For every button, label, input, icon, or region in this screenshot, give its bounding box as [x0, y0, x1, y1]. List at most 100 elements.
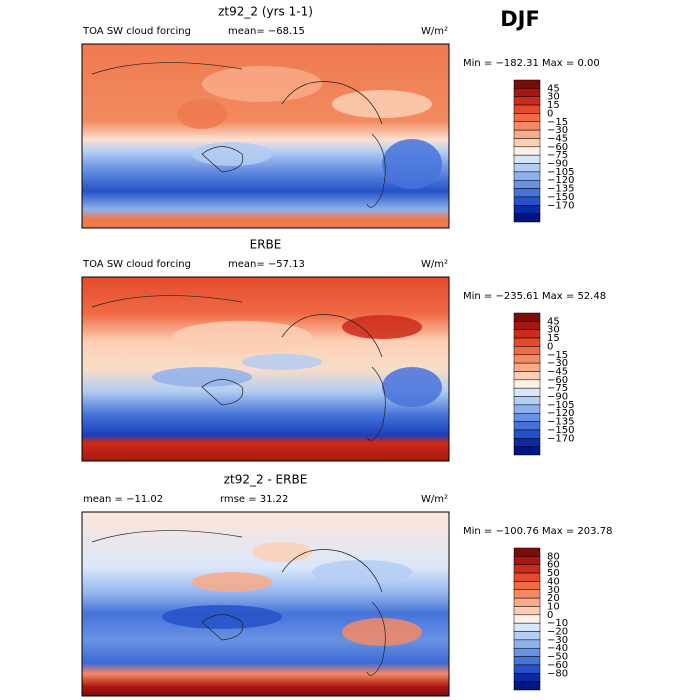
map-frame [81, 511, 450, 697]
colorbar-box [513, 329, 541, 339]
map-feature [332, 90, 432, 118]
colorbar-box [513, 664, 541, 674]
map-feature [342, 618, 422, 646]
min-max: Min = −100.76 Max = 203.78 [463, 526, 612, 537]
colorbar-box [513, 205, 541, 214]
colorbar-box [513, 429, 541, 439]
colorbar-label: −30 [547, 125, 568, 136]
colorbar-label: −45 [547, 133, 568, 144]
map-frame [81, 276, 450, 462]
colorbar-box [513, 396, 541, 406]
colorbar-box [513, 581, 541, 591]
colorbar-label: −45 [547, 366, 568, 377]
colorbar-box [513, 371, 541, 381]
panel-stat: mean= −57.13 [228, 259, 305, 270]
colorbar-box [513, 589, 541, 599]
colorbar-label: −80 [547, 668, 568, 679]
coastline [91, 530, 386, 676]
min-max: Min = −182.31 Max = 0.00 [463, 58, 600, 69]
colorbar-box [513, 379, 541, 389]
colorbar-label: 30 [547, 325, 560, 336]
panel-title: ERBE [250, 238, 282, 252]
colorbar-box [513, 614, 541, 624]
map-feature [202, 66, 322, 102]
colorbar-box [513, 113, 541, 123]
colorbar-label: −30 [547, 635, 568, 646]
colorbar-label: −20 [547, 627, 568, 638]
colorbar-label: −120 [547, 408, 574, 419]
colorbar-label: −60 [547, 375, 568, 386]
colorbar-label: 80 [547, 551, 560, 562]
map-frame [81, 43, 450, 229]
colorbar-label: −170 [547, 433, 574, 444]
map-feature [242, 354, 322, 370]
colorbar-box [513, 88, 541, 97]
colorbar-box [513, 639, 541, 649]
colorbar-label: −105 [547, 167, 574, 178]
colorbar-box [513, 412, 541, 422]
colorbar-box [513, 438, 541, 447]
colorbar-box [513, 337, 541, 347]
colorbar-label: −75 [547, 150, 568, 161]
season-title: DJF [500, 7, 540, 31]
colorbar-label: −120 [547, 175, 574, 186]
colorbar-box [513, 647, 541, 657]
colorbar-box [513, 104, 541, 114]
colorbar-box [513, 146, 541, 156]
map-feature [192, 572, 272, 592]
map-feature [177, 99, 227, 129]
map-feature [312, 560, 412, 584]
colorbar-label: −15 [547, 350, 568, 361]
units: W/m² [421, 26, 448, 37]
colorbar-label: −60 [547, 142, 568, 153]
map-feature [342, 315, 422, 339]
colorbar-box [513, 213, 541, 223]
colorbar-box [513, 163, 541, 173]
colorbar-box [513, 681, 541, 691]
colorbar-box [513, 597, 541, 607]
colorbar-box [513, 404, 541, 414]
colorbar-box [513, 446, 541, 456]
coastline [91, 62, 386, 208]
colorbar-box [513, 79, 541, 89]
colorbar-label: −105 [547, 400, 574, 411]
colorbar-box [513, 96, 541, 106]
colorbar-label: −60 [547, 660, 568, 671]
panel-label: TOA SW cloud forcing [82, 26, 191, 37]
colorbar-box [513, 179, 541, 189]
colorbar-label: 0 [547, 341, 553, 352]
colorbar-label: −170 [547, 200, 574, 211]
colorbar-box [513, 171, 541, 181]
colorbar-label: 40 [547, 576, 560, 587]
colorbar-label: −150 [547, 425, 574, 436]
colorbar-box [513, 121, 541, 131]
colorbar-label: −135 [547, 417, 574, 428]
colorbar-label: −90 [547, 392, 568, 403]
colorbar-label: 0 [547, 610, 553, 621]
colorbar-box [513, 564, 541, 574]
colorbar-label: 60 [547, 560, 560, 571]
colorbar-box [513, 622, 541, 632]
colorbar-label: −150 [547, 192, 574, 203]
colorbar-box [513, 572, 541, 582]
map-feature [382, 367, 442, 407]
colorbar-label: 45 [547, 316, 560, 327]
colorbar-box [513, 138, 541, 148]
coastline [91, 295, 386, 441]
colorbar-box [513, 346, 541, 356]
colorbar-label: 20 [547, 593, 560, 604]
colorbar-label: −15 [547, 117, 568, 128]
colorbar-label: 0 [547, 108, 553, 119]
colorbar-label: −90 [547, 159, 568, 170]
panel-label: TOA SW cloud forcing [82, 259, 191, 270]
colorbar-box [513, 354, 541, 364]
map-feature [162, 605, 282, 629]
colorbar-label: −135 [547, 184, 574, 195]
panel-title: zt92_2 (yrs 1-1) [218, 5, 313, 19]
colorbar-box [513, 154, 541, 164]
map-feature [382, 139, 442, 189]
panel-title: zt92_2 - ERBE [224, 473, 308, 487]
colorbar-label: 15 [547, 333, 560, 344]
panel-stat: rmse = 31.22 [220, 494, 288, 505]
colorbar-box [513, 673, 541, 682]
